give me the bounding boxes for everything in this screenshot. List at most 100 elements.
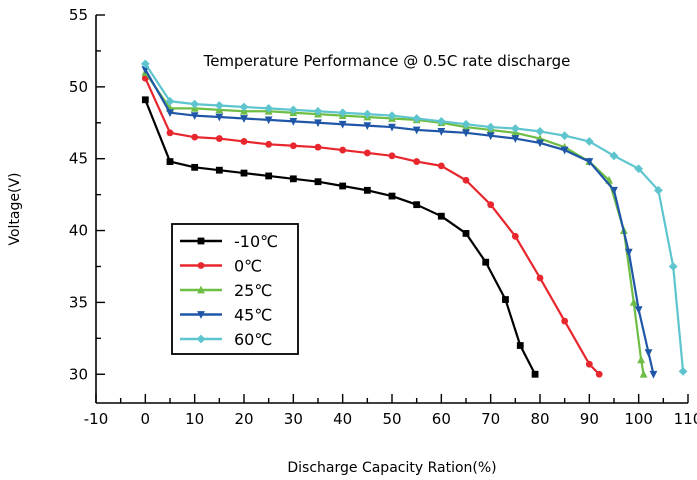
legend-label: 0℃: [234, 257, 262, 276]
data-point: [482, 258, 490, 266]
legend-item: 45℃: [180, 306, 272, 325]
data-point: [649, 370, 658, 379]
data-point: [461, 119, 471, 129]
data-point: [363, 122, 372, 131]
data-point: [166, 109, 174, 118]
data-point: [511, 135, 520, 143]
series-line: [144, 77, 600, 376]
data-point: [584, 137, 594, 146]
x-tick-label: 80: [530, 410, 549, 428]
data-point: [314, 119, 322, 128]
data-point: [363, 149, 371, 157]
data-point: [502, 296, 509, 303]
data-point: [634, 164, 644, 174]
data-point: [487, 201, 495, 209]
data-point: [388, 123, 396, 132]
data-point: [240, 115, 248, 123]
data-point: [166, 158, 174, 165]
y-tick-label: 50: [69, 78, 88, 96]
legend-label: 45℃: [234, 306, 272, 325]
x-tick-label: 60: [432, 410, 451, 428]
data-point: [191, 163, 199, 171]
legend-marker: [197, 311, 205, 319]
x-tick-label: 110: [674, 410, 697, 428]
data-point: [437, 212, 445, 220]
x-tick-label: 20: [234, 410, 253, 428]
legend-item: -10℃: [180, 232, 278, 251]
data-point: [264, 116, 273, 125]
data-point: [265, 172, 273, 180]
data-point: [561, 317, 569, 325]
data-point: [585, 158, 594, 166]
data-point: [678, 366, 688, 376]
y-tick-label: 45: [69, 150, 88, 168]
data-point: [560, 131, 570, 141]
data-point: [363, 186, 371, 194]
legend-label: 25℃: [234, 281, 272, 300]
data-point: [437, 162, 445, 170]
data-point: [637, 355, 646, 364]
data-point: [289, 117, 298, 126]
data-point: [595, 370, 603, 378]
series-3: [141, 66, 658, 379]
series-0: [141, 96, 539, 378]
data-point: [190, 112, 199, 120]
data-point: [387, 111, 397, 120]
data-point: [339, 182, 347, 190]
x-tick-label: 70: [481, 410, 500, 428]
y-tick-label: 40: [69, 222, 88, 240]
data-point: [190, 99, 200, 109]
series-line: [144, 99, 537, 375]
y-tick-label: 30: [69, 365, 88, 383]
series-4: [140, 59, 688, 376]
data-point: [240, 138, 248, 145]
x-tick-label: 50: [382, 410, 401, 428]
legend-item: 0℃: [180, 257, 262, 276]
legend-item: 25℃: [180, 281, 272, 300]
data-point: [214, 101, 224, 110]
data-point: [516, 342, 524, 349]
data-point: [531, 370, 539, 378]
x-tick-label: 10: [185, 410, 204, 428]
data-point: [265, 140, 273, 148]
legend-marker: [197, 237, 205, 245]
data-point: [314, 178, 322, 186]
x-tick-label: 100: [624, 410, 653, 428]
data-point: [629, 298, 638, 306]
data-point: [288, 105, 298, 115]
data-point: [339, 146, 347, 154]
data-point: [388, 152, 396, 160]
data-point: [166, 129, 174, 137]
legend-item: 60℃: [180, 330, 272, 349]
data-point: [634, 306, 643, 314]
x-axis-title: Discharge Capacity Ration(%): [287, 460, 496, 476]
data-point: [314, 143, 322, 151]
data-point: [215, 113, 224, 122]
data-point: [338, 108, 348, 118]
y-tick-label: 35: [69, 293, 88, 311]
legend-label: -10℃: [234, 232, 278, 251]
data-point: [536, 274, 544, 282]
data-point: [462, 129, 470, 138]
data-point: [609, 151, 619, 161]
x-tick-label: 90: [580, 410, 599, 428]
data-point: [338, 120, 347, 129]
x-tick-label: 30: [284, 410, 303, 428]
data-point: [668, 262, 678, 271]
chart-title: Temperature Performance @ 0.5C rate disc…: [203, 52, 571, 70]
data-point: [560, 146, 569, 155]
data-point: [462, 176, 470, 184]
data-point: [644, 349, 653, 358]
legend-label: 60℃: [234, 330, 272, 349]
data-point: [264, 104, 274, 113]
data-point: [140, 59, 150, 69]
data-point: [436, 116, 446, 126]
data-point: [412, 126, 421, 135]
data-point: [215, 166, 223, 174]
data-point: [610, 186, 618, 195]
data-point: [585, 360, 593, 368]
data-point: [624, 248, 633, 257]
data-point: [639, 369, 648, 378]
